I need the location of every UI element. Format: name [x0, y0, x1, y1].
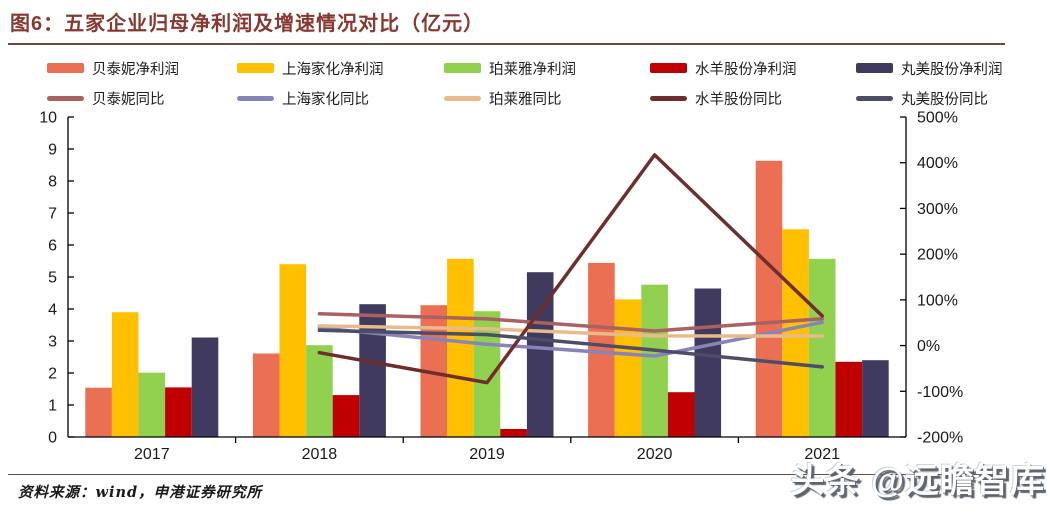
source-note: 资料来源：wind，申港证券研究所: [18, 484, 263, 501]
right-axis-tick-label: -200%: [917, 430, 963, 447]
x-axis-tick-label: 2020: [637, 446, 673, 463]
title-divider: [8, 43, 1005, 45]
bar: [835, 361, 863, 437]
right-axis-tick-label: -100%: [917, 384, 963, 401]
x-axis-tick-label: 2018: [302, 446, 338, 463]
x-axis-tick-label: 2017: [134, 446, 170, 463]
bar-swatch-icon: [47, 63, 84, 73]
right-axis-tick-label: 300%: [917, 201, 958, 218]
bar-series-2: [138, 258, 836, 437]
left-axis-tick-label: 6: [48, 238, 57, 255]
line-swatch-icon: [47, 95, 84, 101]
legend-label: 上海家化净利润: [282, 61, 384, 78]
bar: [808, 258, 836, 437]
legend-label: 珀莱雅同比: [489, 91, 562, 108]
legend-label: 贝泰妮净利润: [92, 61, 179, 78]
bar: [359, 304, 386, 437]
legend-item-line-2: 珀莱雅同比: [444, 88, 650, 109]
bar: [252, 353, 280, 437]
figure-label: 图6：: [10, 13, 65, 35]
x-axis-tick-label: 2019: [469, 446, 505, 463]
source-divider: [8, 474, 1009, 475]
line-groups: [317, 153, 824, 385]
left-axis-tick-label: 4: [48, 302, 57, 319]
bar: [473, 311, 501, 437]
bar: [306, 345, 333, 437]
line-swatch-icon: [856, 95, 893, 101]
bar: [694, 288, 722, 437]
bar: [755, 160, 783, 438]
legend-line-series: 贝泰妮同比 上海家化同比 珀莱雅同比 水羊股份同比 丸美股份同比: [47, 87, 1012, 109]
legend-label: 水羊股份同比: [695, 91, 782, 108]
bar: [332, 395, 360, 437]
right-axis-tick-label: 0%: [917, 338, 940, 355]
bar-series-1: [111, 229, 809, 437]
yoy-line-0: [317, 312, 824, 333]
page-title: 五家企业归母净利润及增速情况对比（亿元）: [64, 13, 485, 35]
left-axis-tick-label: 8: [48, 174, 57, 191]
x-axis-tick-label: 2021: [804, 446, 840, 463]
right-axis-tick-label: 400%: [917, 155, 958, 172]
left-axis-tick-label: 2: [48, 366, 57, 383]
bar-groups: [85, 160, 889, 438]
legend-item-bar-1: 上海家化净利润: [237, 58, 444, 79]
left-axis-tick-label: 7: [48, 206, 57, 223]
left-axis-tick-label: 0: [48, 430, 57, 447]
legend-label: 上海家化同比: [282, 91, 369, 108]
bar-series-3: [165, 361, 863, 437]
legend-item-bar-2: 珀莱雅净利润: [444, 58, 650, 79]
legend-item-bar-4: 丸美股份净利润: [856, 58, 1012, 79]
legend-item-line-3: 水羊股份同比: [650, 88, 856, 109]
watermark: 头条 @远瞻智库: [790, 462, 1045, 500]
axes: [67, 116, 907, 443]
bar: [614, 299, 642, 437]
line-swatch-icon: [650, 95, 687, 101]
bar: [85, 387, 112, 437]
bar-swatch-icon: [444, 63, 481, 73]
right-axis-tick-label: 500%: [917, 110, 958, 127]
yoy-line-2: [317, 324, 824, 338]
right-axis-tick-label: 100%: [917, 292, 958, 309]
figure-title-row: 图6：五家企业归母净利润及增速情况对比（亿元）: [10, 7, 484, 36]
legend-label: 水羊股份净利润: [695, 61, 797, 78]
left-axis-tick-label: 1: [48, 398, 57, 415]
bar: [165, 387, 192, 437]
legend-item-bar-3: 水羊股份净利润: [650, 58, 856, 79]
bar: [138, 372, 166, 437]
bar: [191, 337, 219, 437]
legend-label: 丸美股份同比: [901, 91, 988, 108]
bar: [447, 258, 474, 437]
legend-item-line-4: 丸美股份同比: [856, 88, 1012, 109]
legend-item-line-0: 贝泰妮同比: [47, 88, 237, 109]
yoy-line-4: [317, 328, 824, 369]
bar-swatch-icon: [237, 63, 274, 73]
legend-bar-series: 贝泰妮净利润 上海家化净利润 珀莱雅净利润 水羊股份净利润 丸美股份净利润: [47, 57, 1012, 79]
left-axis-tick-label: 3: [48, 334, 57, 351]
legend-label: 贝泰妮同比: [92, 91, 165, 108]
bar-swatch-icon: [856, 63, 893, 73]
bar-swatch-icon: [650, 63, 687, 73]
bar: [667, 392, 695, 437]
line-swatch-icon: [444, 95, 481, 101]
bar: [782, 229, 809, 437]
left-axis-tick-label: 10: [39, 110, 57, 127]
bar: [641, 284, 668, 437]
bar: [500, 429, 527, 437]
left-axis-tick-label: 9: [48, 142, 57, 159]
legend-label: 丸美股份净利润: [901, 61, 1003, 78]
bar: [862, 360, 889, 437]
line-swatch-icon: [237, 95, 274, 101]
left-axis-tick-label: 5: [48, 270, 57, 287]
legend-item-bar-0: 贝泰妮净利润: [47, 58, 237, 79]
legend-item-line-1: 上海家化同比: [237, 88, 444, 109]
yoy-line-1: [317, 320, 824, 358]
bar: [111, 312, 139, 437]
yoy-line-3: [317, 153, 824, 385]
axis-labels: 0 1 2 3 4 5 6 7 8 9 10 -200% -100% 0% 100% 200% 300% 400%…: [39, 110, 963, 464]
right-axis-tick-label: 200%: [917, 247, 958, 264]
legend-label: 珀莱雅净利润: [489, 61, 576, 78]
bar: [279, 264, 307, 437]
